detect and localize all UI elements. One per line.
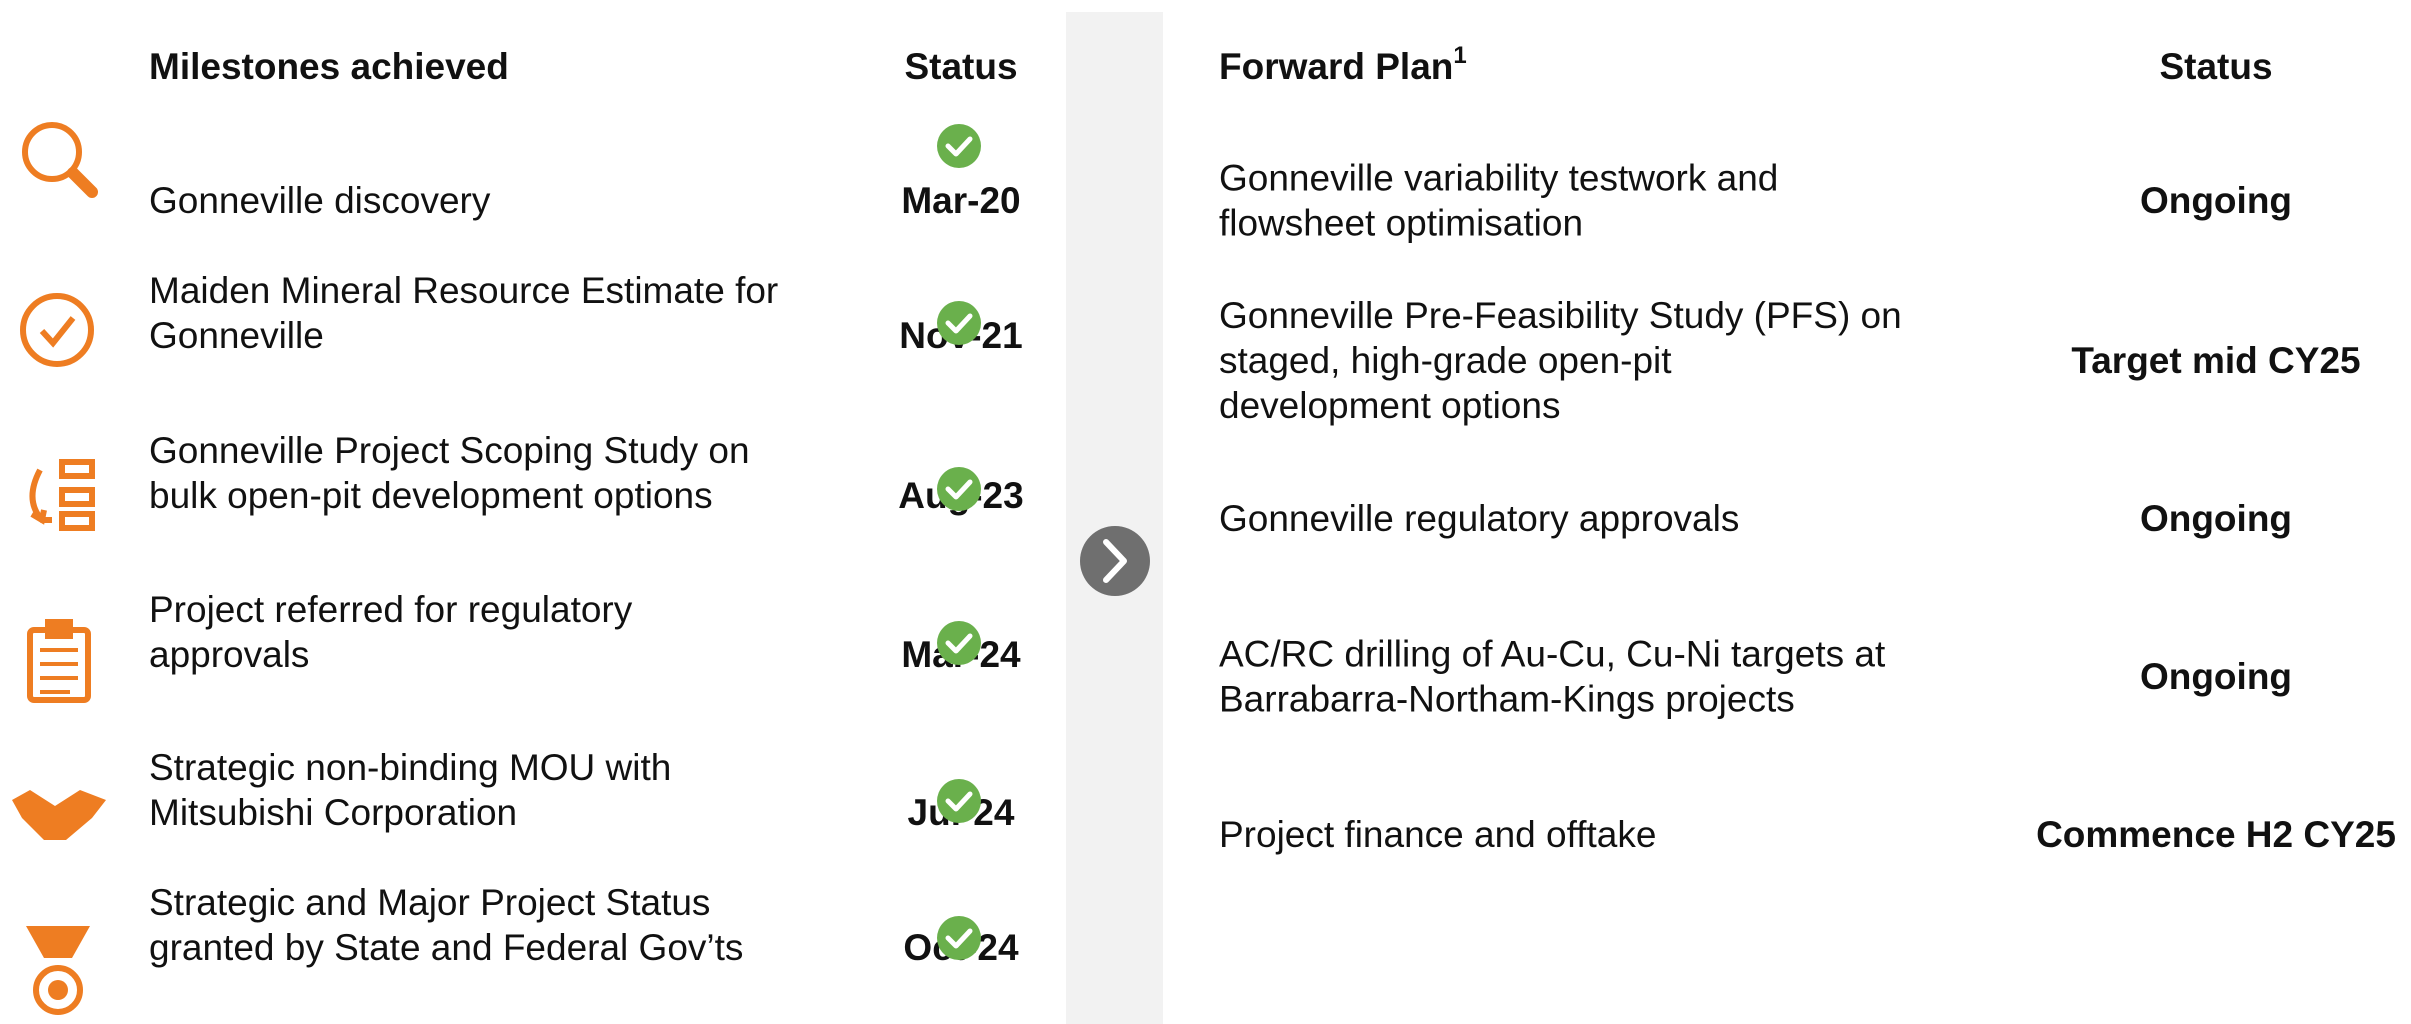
milestone-text: bulk open-pit development options	[149, 475, 713, 516]
icons	[12, 122, 106, 1015]
icon-search	[22, 122, 82, 182]
status-check	[937, 621, 981, 665]
status-check	[937, 467, 981, 511]
status-check-mark	[945, 791, 973, 812]
right-status-header: Status	[2159, 46, 2272, 87]
plan-status: Ongoing	[2140, 180, 2292, 221]
icon-check-mark	[39, 316, 76, 348]
plan-text: Gonneville Pre-Feasibility Study (PFS) o…	[1219, 295, 1902, 336]
milestone-date: Mar-20	[901, 180, 1020, 221]
status-check	[937, 779, 981, 823]
title-sup: 1	[1453, 42, 1466, 69]
right-title: Forward Plan1	[1219, 42, 1467, 86]
icon-handshake	[12, 790, 106, 840]
icon-medal	[33, 965, 83, 1015]
status-check	[937, 301, 981, 345]
milestone-text: Gonneville discovery	[149, 180, 491, 221]
status-check-mark	[945, 313, 973, 334]
milestone-text: Project referred for regulatory	[149, 589, 633, 630]
milestone-text: Strategic and Major Project Status	[149, 882, 710, 923]
status-check-mark	[945, 633, 973, 654]
milestone-text: granted by State and Federal Gov’ts	[149, 927, 743, 968]
plan-text: Gonneville variability testwork and	[1219, 157, 1778, 198]
plan-status: Commence H2 CY25	[2036, 814, 2396, 855]
plan-status: Ongoing	[2140, 656, 2292, 697]
milestone-text: approvals	[149, 634, 309, 675]
plan-text: Gonneville regulatory approvals	[1219, 498, 1739, 539]
status-check-mark	[945, 479, 973, 500]
milestone-text: Mitsubishi Corporation	[149, 792, 517, 833]
status-check-mark	[945, 928, 973, 949]
next-arrow[interactable]	[1080, 526, 1150, 596]
plan-text: Project finance and offtake	[1219, 814, 1656, 855]
icon-list	[59, 459, 95, 479]
icon-list	[59, 511, 95, 531]
milestone-text: Strategic non-binding MOU with	[149, 747, 671, 788]
icon-list-arrow	[29, 468, 52, 525]
status-check	[937, 124, 981, 168]
arrow-chevron	[1103, 539, 1127, 583]
milestone-text: Maiden Mineral Resource Estimate for	[149, 270, 778, 311]
status-check-mark	[945, 136, 973, 157]
plan-text: AC/RC drilling of Au-Cu, Cu-Ni targets a…	[1219, 633, 1886, 674]
icon-check	[20, 293, 94, 367]
icon-list	[59, 487, 95, 507]
plan-text: flowsheet optimisation	[1219, 202, 1583, 243]
icon-search-handle	[67, 167, 98, 198]
divider-column	[1066, 12, 1163, 1024]
icon-medal-ribbon	[26, 926, 90, 958]
milestone-text: Gonneville Project Scoping Study on	[149, 430, 750, 471]
plan-text: Barrabarra-Northam-Kings projects	[1219, 678, 1795, 719]
icon-clip	[45, 619, 73, 639]
plan-status: Target mid CY25	[2071, 340, 2360, 381]
plan-text: development options	[1219, 385, 1560, 426]
milestone-text: Gonneville	[149, 315, 324, 356]
status-check	[937, 916, 981, 960]
icon-medal-core	[48, 980, 68, 1000]
left-title: Milestones achieved	[149, 46, 509, 87]
plan-text: staged, high-grade open-pit	[1219, 340, 1672, 381]
plan-status: Ongoing	[2140, 498, 2292, 539]
title-text: Forward Plan	[1219, 46, 1453, 87]
left-status-header: Status	[904, 46, 1017, 87]
icon-lines	[40, 648, 78, 694]
